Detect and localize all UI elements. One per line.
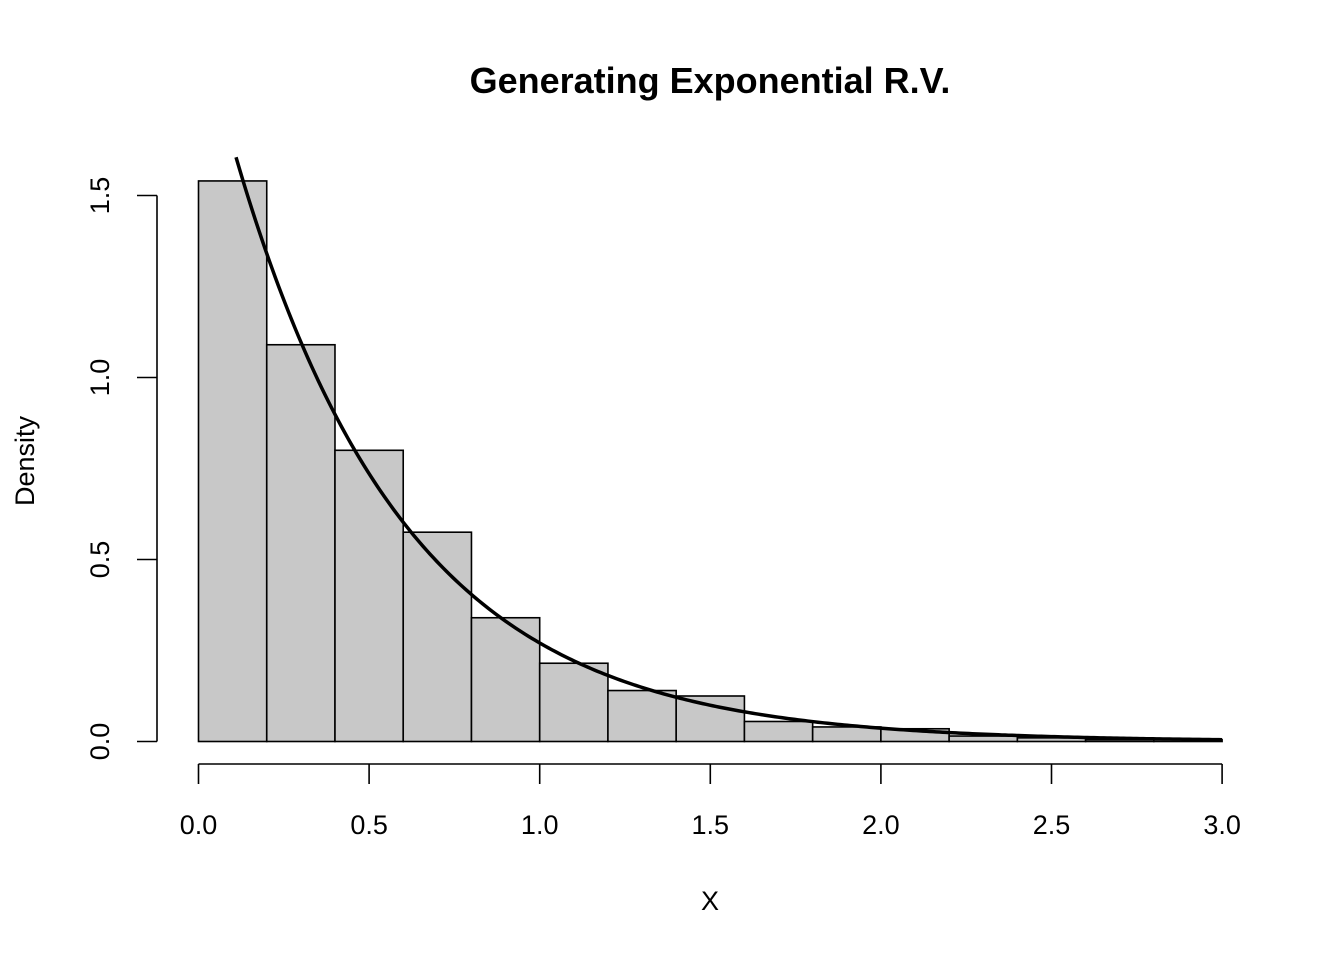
histogram-bar	[743, 720, 814, 743]
histogram-bar	[811, 726, 882, 743]
y-tick-label: 0.5	[85, 541, 115, 579]
x-tick-label: 3.0	[1203, 810, 1241, 840]
histogram-bar	[402, 531, 473, 743]
x-tick-label: 2.0	[862, 810, 900, 840]
histogram-bar	[675, 695, 746, 743]
y-axis: 0.0 0.5 1.0 1.5	[85, 177, 158, 761]
x-tick-label: 0.5	[350, 810, 388, 840]
histogram-bar	[538, 662, 609, 743]
density-curve	[234, 156, 1223, 742]
x-tick-label: 1.5	[692, 810, 730, 840]
histogram-bar	[265, 343, 336, 743]
y-tick-label: 1.5	[85, 177, 115, 215]
x-axis: 0.0 0.5 1.0 1.5 2.0 2.5 3.0	[180, 763, 1241, 840]
y-tick-label: 0.0	[85, 723, 115, 761]
histogram-bar	[334, 449, 405, 743]
histogram-bar	[197, 180, 268, 743]
x-axis-label: X	[701, 886, 719, 916]
x-tick-label: 1.0	[521, 810, 559, 840]
x-tick-label: 2.5	[1033, 810, 1071, 840]
x-tick-label: 0.0	[180, 810, 218, 840]
y-tick-label: 1.0	[85, 359, 115, 397]
y-axis-label: Density	[10, 415, 40, 506]
histogram-bars	[197, 180, 1223, 743]
chart-title: Generating Exponential R.V.	[470, 60, 951, 101]
histogram-bar	[607, 689, 677, 743]
histogram-bar	[470, 616, 541, 743]
